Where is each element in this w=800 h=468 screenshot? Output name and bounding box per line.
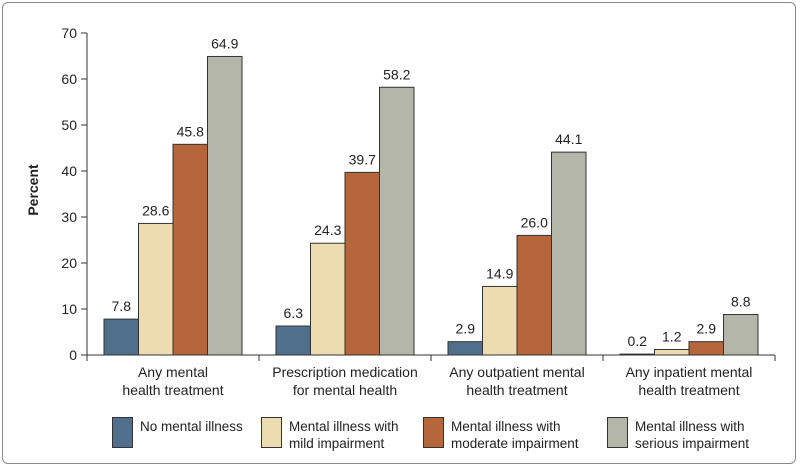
bar-mental-illness-with-moderate-impairment-3 [516, 234, 552, 356]
value-label: 14.9 [486, 265, 513, 281]
y-tick-label: 20 [61, 255, 77, 271]
legend-swatch [112, 417, 133, 448]
x-tick-label: Any mental health treatment [122, 364, 223, 398]
value-label: 6.3 [284, 305, 304, 321]
legend-item-mild-impairment: Mental illness with mild impairment [261, 417, 399, 452]
y-axis-title: Percent [25, 164, 41, 216]
bar-chart: Percent 0 10 20 30 40 50 60 70 7.8 28.6 45.8 64.9 6… [25, 25, 776, 398]
bar-mental-illness-with-mild-impairment-3 [482, 285, 518, 356]
value-label: 2.9 [697, 321, 717, 337]
legend-label: Mental illness with moderate impairment [451, 419, 579, 451]
y-tick-label: 70 [61, 25, 77, 41]
value-label: 64.9 [211, 35, 238, 51]
y-tick-label: 10 [61, 301, 77, 317]
bar-mental-illness-with-moderate-impairment-1 [172, 143, 208, 356]
value-labels: 7.8 28.6 45.8 64.9 6.3 24.3 39.7 58.2 2.9 14.9 26.… [112, 35, 751, 349]
value-label: 58.2 [383, 66, 410, 82]
legend-item-no-mental-illness: No mental illness [112, 417, 243, 448]
legend-swatch [261, 417, 282, 448]
bar-no-mental-illness-3 [447, 341, 483, 356]
legend-label: No mental illness [140, 419, 243, 434]
x-tick-label: Any outpatient mental health treatment [449, 364, 584, 398]
bar-mental-illness-with-moderate-impairment-4 [688, 341, 724, 356]
value-label: 8.8 [731, 294, 751, 310]
category-labels: Any mental health treatment Prescription m… [122, 364, 752, 398]
bar-mental-illness-with-serious-impairment-2 [379, 86, 415, 356]
y-tick-label: 60 [61, 71, 77, 87]
legend-swatch [607, 417, 628, 448]
bar-no-mental-illness-2 [275, 325, 311, 356]
value-label: 24.3 [314, 222, 341, 238]
value-label: 45.8 [177, 123, 204, 139]
value-label: 39.7 [349, 151, 376, 167]
bar-no-mental-illness-4 [619, 353, 655, 356]
bar-mental-illness-with-mild-impairment-2 [310, 242, 346, 356]
y-tick-label: 30 [61, 209, 77, 225]
legend-item-moderate-impairment: Mental illness with moderate impairment [423, 417, 579, 452]
bar-mental-illness-with-mild-impairment-4 [654, 348, 690, 356]
bars [103, 55, 759, 356]
legend-item-serious-impairment: Mental illness with serious impairment [607, 417, 749, 452]
bar-mental-illness-with-serious-impairment-1 [207, 55, 243, 356]
y-tick-label: 0 [69, 347, 77, 363]
value-label: 0.2 [628, 333, 648, 349]
bar-mental-illness-with-mild-impairment-1 [138, 222, 174, 356]
legend: No mental illness Mental illness with mi… [0, 412, 800, 462]
legend-label: Mental illness with mild impairment [289, 419, 399, 451]
y-tick-label: 40 [61, 163, 77, 179]
value-label: 28.6 [142, 202, 169, 218]
value-label: 7.8 [112, 298, 132, 314]
y-tick-label: 50 [61, 117, 77, 133]
x-tick-label: Prescription medication for mental health [272, 364, 418, 398]
bar-mental-illness-with-serious-impairment-3 [551, 151, 587, 356]
legend-swatch [423, 417, 444, 448]
legend-label: Mental illness with serious impairment [635, 419, 750, 451]
value-label: 1.2 [662, 328, 682, 344]
bar-no-mental-illness-1 [103, 318, 139, 356]
x-tick-label: Any inpatient mental health treatment [626, 364, 753, 398]
value-label: 26.0 [521, 214, 548, 230]
value-label: 2.9 [456, 321, 476, 337]
value-label: 44.1 [555, 131, 582, 147]
bar-mental-illness-with-serious-impairment-4 [723, 314, 759, 356]
bar-mental-illness-with-moderate-impairment-2 [344, 171, 380, 356]
